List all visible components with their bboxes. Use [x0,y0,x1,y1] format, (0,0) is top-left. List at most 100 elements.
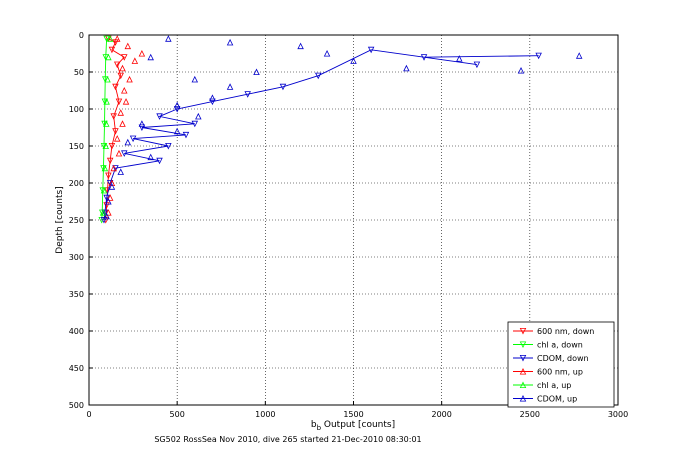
data-point [100,216,108,224]
legend-marker [519,381,527,389]
data-point [112,128,119,135]
data-point [403,64,410,72]
series-5 [103,35,583,220]
data-point [108,46,116,54]
data-point [226,83,234,90]
data-point [99,187,107,194]
data-point [108,142,116,150]
data-point [122,98,130,105]
data-point [156,157,163,165]
data-point [138,124,146,131]
series-line [103,49,539,221]
data-point [156,113,163,120]
legend-label: 600 nm, up [537,368,583,377]
data-point [106,179,114,187]
series-4 [99,35,114,216]
legend-label: 600 nm, down [537,327,594,336]
data-point [173,106,181,113]
data-point [103,212,110,220]
data-point [350,57,357,64]
y-tick-label: 500 [69,401,84,410]
data-point [297,42,304,50]
data-point [165,35,172,42]
data-point [106,194,114,201]
data-point [124,138,132,146]
data-point [102,142,109,150]
data-point [108,183,116,190]
data-point [105,53,112,61]
grid [89,35,618,405]
data-point [473,61,481,69]
series-layer [98,35,583,224]
y-tick-label: 300 [69,253,84,262]
y-tick-label: 200 [69,179,84,188]
data-point [119,120,126,127]
data-point [121,54,128,61]
data-point [173,101,181,109]
x-tick-label: 0 [86,410,91,419]
data-point [115,98,123,106]
x-tick-label: 2000 [431,410,451,419]
data-point [182,131,190,139]
x-tick-label: 1000 [255,410,275,419]
legend-label: chl a, up [537,381,571,390]
data-point [105,172,112,180]
legend-marker [519,341,527,348]
legend-item: chl a, up [513,381,571,390]
data-point [129,135,137,143]
legend-item: 600 nm, up [513,368,583,377]
data-point [99,209,107,216]
data-point [138,50,146,57]
series-line [105,38,125,221]
data-point [117,109,124,116]
legend-marker [519,368,527,375]
data-point [101,209,109,217]
data-point [226,38,234,46]
data-point [517,67,525,74]
data-point [103,194,110,202]
data-point [121,150,128,157]
data-point [147,53,154,61]
data-point [138,120,146,127]
y-tick-label: 150 [69,142,84,151]
legend-item: CDOM, down [513,354,589,363]
data-point [110,113,117,120]
series-2 [100,46,542,224]
data-point [126,75,133,83]
legend-item: CDOM, up [513,395,577,404]
data-point [110,164,117,172]
y-tick-label: 350 [69,290,84,299]
data-point [173,127,181,135]
x-tick-label: 1500 [343,410,363,419]
data-point [100,165,107,172]
y-tick-label: 100 [69,105,84,114]
legend-item: chl a, down [513,341,583,350]
data-point [112,83,119,91]
x-tick-label: 500 [170,410,185,419]
data-point [420,54,428,61]
x-tick-label: 2500 [520,410,540,419]
data-point [119,64,126,72]
data-point [104,75,111,83]
data-point [103,35,110,43]
data-point [113,135,121,142]
legend-label: CDOM, up [537,395,577,404]
data-point [575,52,583,59]
series-line [101,38,108,221]
data-point [131,57,139,64]
data-point [124,42,132,50]
data-point [101,98,109,106]
x-axis-label-subscript: b [317,424,322,432]
x-tick-label: 3000 [608,410,628,419]
data-point [101,120,108,128]
data-point [113,35,121,42]
data-point [100,142,108,150]
data-point [105,198,112,205]
data-point [117,72,124,80]
data-point [115,149,123,157]
y-axis-label: Depth [counts] [55,186,65,253]
data-point [100,186,108,194]
data-point [103,120,110,127]
